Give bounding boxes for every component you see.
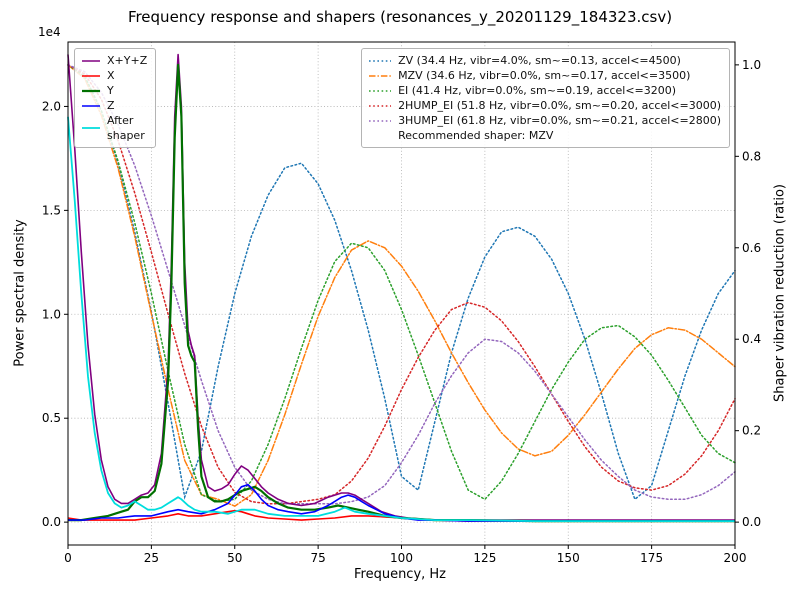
- y-tick-label-left: 1.5: [42, 203, 61, 217]
- legend-label: MZV (34.6 Hz, vibr=0.0%, sm~=0.17, accel…: [398, 69, 691, 82]
- legend-item-zv: ZV (34.4 Hz, vibr=4.0%, sm~=0.13, accel<…: [368, 53, 721, 68]
- y-tick-label-right: 0.0: [742, 515, 761, 529]
- x-tick-label: 125: [473, 551, 496, 565]
- legend-line-swatch: [81, 86, 101, 96]
- y-axis-label-right: Shaper vibration reduction (ratio): [772, 184, 788, 402]
- legend-item-y: Y: [81, 83, 147, 98]
- x-tick-label: 200: [724, 551, 747, 565]
- y-axis-label-left: Power spectral density: [12, 219, 28, 367]
- legend-line-swatch: [368, 101, 392, 111]
- shaper-curve: [67, 64, 736, 505]
- legend-line: [82, 74, 100, 77]
- legend-line: [369, 89, 392, 92]
- x-tick-label: 0: [64, 551, 72, 565]
- legend-shapers: ZV (34.4 Hz, vibr=4.0%, sm~=0.13, accel<…: [361, 48, 730, 148]
- legend-line-swatch: [368, 86, 392, 96]
- legend-line-swatch: [368, 56, 392, 66]
- shaper-curve: [67, 64, 736, 501]
- y-tick-label-left: 2.0: [42, 99, 61, 113]
- psd-curve: [67, 53, 735, 521]
- y-tick-label-right: 0.4: [742, 332, 761, 346]
- legend-label: Y: [107, 84, 114, 97]
- legend-line: [369, 104, 392, 107]
- legend-label: 3HUMP_EI (61.8 Hz, vibr=0.0%, sm~=0.21, …: [398, 114, 721, 127]
- x-tick-label: 50: [227, 551, 242, 565]
- legend-item-xyz: X+Y+Z: [81, 53, 147, 68]
- legend-line-swatch: [368, 71, 392, 81]
- legend-line: [82, 127, 100, 129]
- y-tick-label-right: 0.8: [742, 149, 761, 163]
- legend-label: X+Y+Z: [107, 54, 148, 67]
- x-tick-label: 75: [310, 551, 325, 565]
- shaper-curve: [67, 64, 736, 507]
- legend-item-ei: EI (41.4 Hz, vibr=0.0%, sm~=0.19, accel<…: [368, 83, 721, 98]
- shaper-curve: [67, 64, 736, 505]
- legend-line: [369, 119, 392, 122]
- legend-line: [82, 104, 100, 107]
- y-tick-label-right: 1.0: [742, 58, 761, 72]
- x-axis-label: Frequency, Hz: [353, 567, 447, 582]
- legend-item-x: X: [81, 68, 147, 83]
- x-tick-label: 175: [640, 551, 663, 565]
- legend-line: [82, 89, 100, 92]
- x-tick-label: 100: [390, 551, 413, 565]
- legend-item-z: Z: [81, 98, 147, 113]
- legend-line: [82, 59, 100, 62]
- y-tick-label-right: 0.2: [742, 424, 761, 438]
- recommended-shaper-note: Recommended shaper: MZV: [398, 129, 554, 142]
- legend-line: [369, 74, 392, 77]
- y-tick-label-right: 0.6: [742, 241, 761, 255]
- legend-line-swatch: [81, 101, 101, 111]
- legend-line-swatch: [368, 116, 392, 126]
- legend-psd: X+Y+Z X Y Z After shaper: [74, 48, 157, 148]
- legend-line-swatch: [81, 56, 101, 66]
- legend-label: After shaper: [107, 114, 145, 142]
- legend-label: 2HUMP_EI (51.8 Hz, vibr=0.0%, sm~=0.20, …: [398, 99, 721, 112]
- psd-curve: [67, 116, 735, 522]
- legend-label: ZV (34.4 Hz, vibr=4.0%, sm~=0.13, accel<…: [398, 54, 681, 67]
- legend-item-3hump-ei: 3HUMP_EI (61.8 Hz, vibr=0.0%, sm~=0.21, …: [368, 113, 721, 128]
- chart-title: Frequency response and shapers (resonanc…: [127, 8, 673, 26]
- legend-item-2hump-ei: 2HUMP_EI (51.8 Hz, vibr=0.0%, sm~=0.20, …: [368, 98, 721, 113]
- legend-item-after-shaper: After shaper: [81, 113, 147, 143]
- x-tick-label: 150: [557, 551, 580, 565]
- legend-label: EI (41.4 Hz, vibr=0.0%, sm~=0.19, accel<…: [398, 84, 677, 97]
- legend-line-swatch: [81, 123, 101, 133]
- legend-label: Z: [107, 99, 115, 112]
- legend-line: [369, 59, 392, 62]
- y-tick-label-left: 1.0: [42, 307, 61, 321]
- x-tick-label: 25: [144, 551, 159, 565]
- legend-line-swatch: [81, 71, 101, 81]
- legend-item-mzv: MZV (34.6 Hz, vibr=0.0%, sm~=0.17, accel…: [368, 68, 721, 83]
- shaper-curve: [67, 64, 736, 503]
- y-tick-label-left: 0.5: [42, 411, 61, 425]
- legend-label: X: [107, 69, 115, 82]
- y-tick-label-left: 0.0: [42, 515, 61, 529]
- axis-multiplier-label: 1e4: [38, 25, 61, 39]
